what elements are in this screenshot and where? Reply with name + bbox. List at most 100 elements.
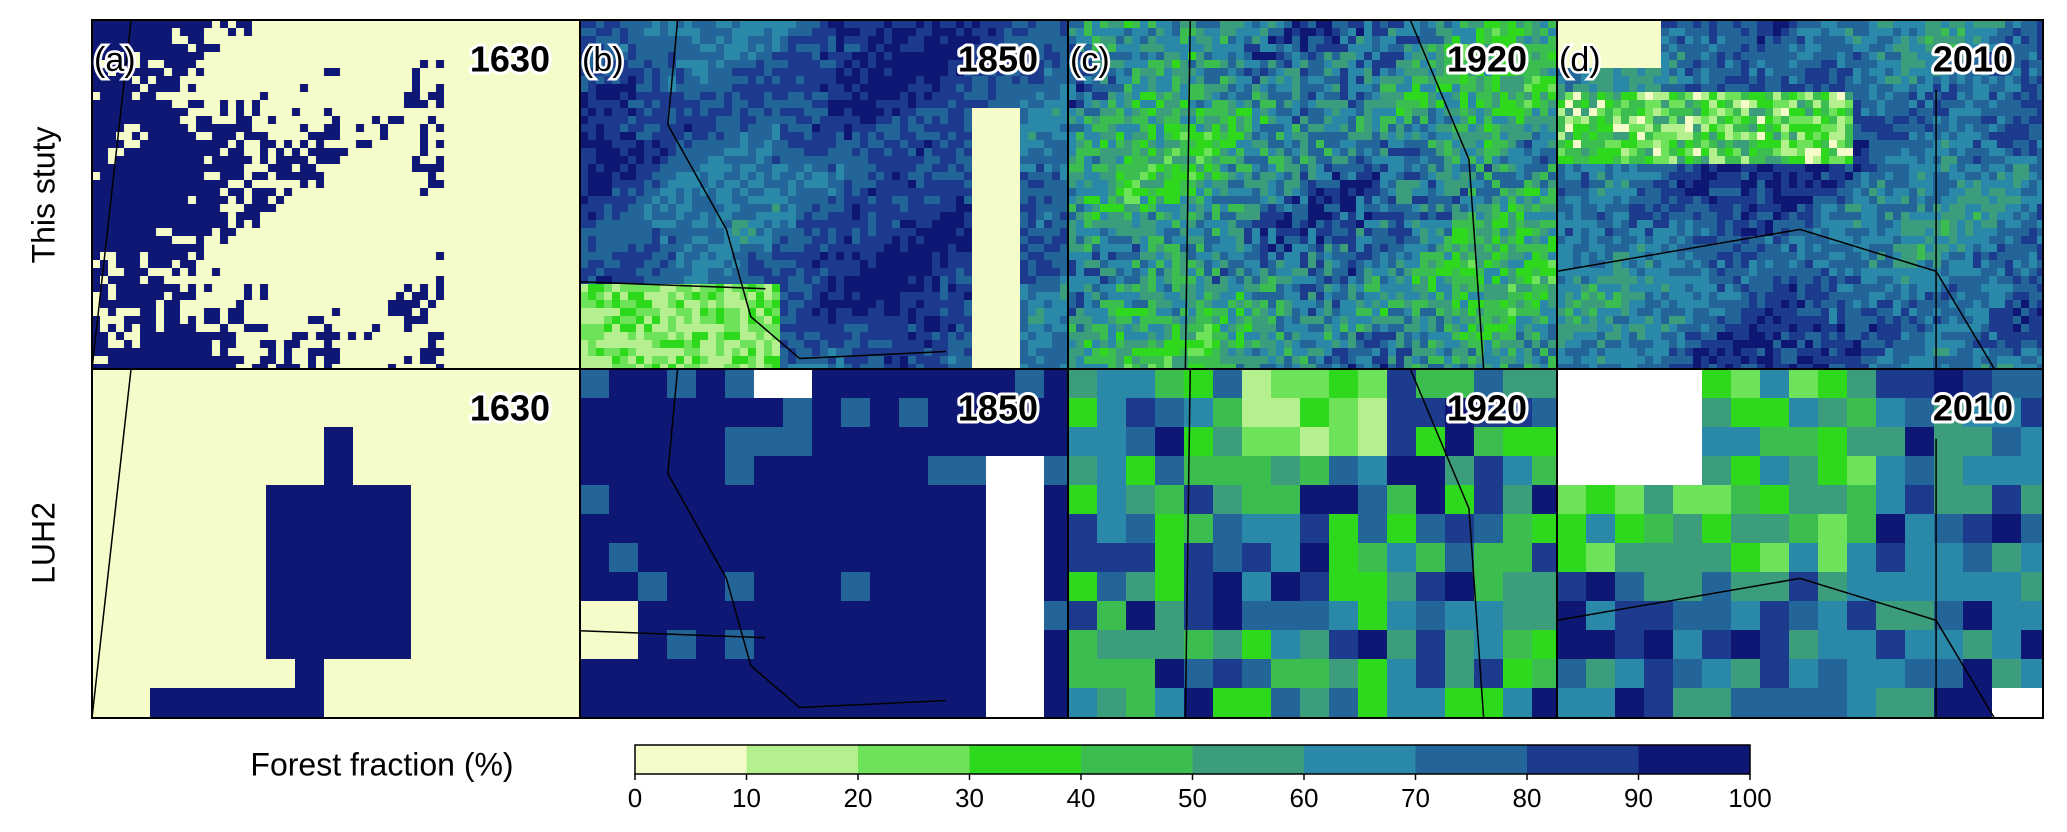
map-cell	[1044, 292, 1053, 301]
map-cell	[284, 148, 293, 157]
map-cell	[268, 316, 277, 325]
map-cell	[804, 252, 813, 261]
map-cell	[476, 28, 485, 37]
map-cell	[244, 244, 253, 253]
map-cell	[628, 252, 637, 261]
map-cell	[572, 52, 580, 61]
map-cell	[908, 28, 917, 37]
map-cell	[764, 148, 773, 157]
map-cell	[228, 276, 237, 285]
map-cell	[116, 364, 125, 369]
map-cell	[892, 124, 901, 133]
map-cell	[932, 236, 941, 245]
map-cell	[788, 100, 797, 109]
map-cell	[612, 124, 621, 133]
map-cell	[364, 28, 373, 37]
map-cell	[116, 148, 125, 157]
map-cell	[908, 260, 917, 269]
map-cell	[348, 236, 357, 245]
map-cell	[996, 60, 1005, 69]
map-cell	[964, 60, 973, 69]
map-cell	[732, 28, 741, 37]
map-cell	[620, 300, 629, 309]
map-cell	[92, 132, 101, 141]
map-cell	[652, 228, 661, 237]
map-cell	[812, 196, 821, 205]
map-cell	[356, 308, 365, 317]
map-cell	[636, 44, 645, 53]
map-cell	[884, 188, 893, 197]
map-cell	[796, 308, 805, 317]
map-cell	[1052, 212, 1061, 221]
map-cell	[484, 140, 493, 149]
map-cell	[148, 116, 157, 125]
map-cell	[1028, 212, 1037, 221]
map-cell	[764, 268, 773, 277]
map-cell	[1020, 36, 1029, 45]
map-cell	[652, 84, 661, 93]
map-cell	[524, 292, 533, 301]
map-cell	[604, 92, 613, 101]
map-cell	[484, 196, 493, 205]
map-cell	[900, 196, 909, 205]
map-cell	[188, 180, 197, 189]
map-cell	[772, 188, 781, 197]
map-cell	[260, 196, 269, 205]
map-cell	[644, 44, 653, 53]
map-cell	[812, 228, 821, 237]
map-cell	[316, 212, 325, 221]
map-cell	[636, 164, 645, 173]
map-cell	[324, 364, 333, 369]
map-cell	[732, 92, 741, 101]
map-cell	[492, 132, 501, 141]
map-cell	[556, 300, 565, 309]
map-cell	[356, 228, 365, 237]
map-cell	[660, 92, 669, 101]
map-cell	[684, 76, 693, 85]
map-cell	[532, 84, 541, 93]
map-cell	[420, 132, 429, 141]
map-cell	[508, 52, 517, 61]
map-cell	[300, 140, 309, 149]
map-cell	[364, 356, 373, 365]
map-cell	[396, 356, 405, 365]
map-cell	[572, 140, 580, 149]
map-cell	[196, 36, 205, 45]
map-cell	[140, 108, 149, 117]
map-cell	[460, 148, 469, 157]
map-cell	[764, 236, 773, 245]
map-cell	[204, 92, 213, 101]
map-cell	[116, 324, 125, 333]
map-cell	[380, 308, 389, 317]
map-cell	[228, 100, 237, 109]
map-cell	[884, 236, 893, 245]
map-cell	[412, 124, 421, 133]
map-cell	[188, 148, 197, 157]
map-cell	[940, 36, 949, 45]
map-cell	[748, 124, 757, 133]
map-cell	[844, 316, 853, 325]
map-cell	[316, 332, 325, 341]
map-cell	[156, 276, 165, 285]
map-cell	[516, 276, 525, 285]
map-cell	[404, 124, 413, 133]
map-cell	[156, 28, 165, 37]
map-cell	[948, 244, 957, 253]
map-cell	[308, 100, 317, 109]
map-cell	[668, 44, 677, 53]
map-cell	[468, 132, 477, 141]
map-cell	[836, 52, 845, 61]
map-cell	[236, 100, 245, 109]
map-cell	[692, 84, 701, 93]
map-cell	[612, 84, 621, 93]
map-cell	[708, 188, 717, 197]
map-cell	[820, 100, 829, 109]
map-cell	[588, 156, 597, 165]
map-cell	[988, 204, 997, 213]
map-cell	[756, 44, 765, 53]
map-cell	[132, 316, 141, 325]
map-cell	[364, 204, 373, 213]
map-cell	[132, 300, 141, 309]
map-cell	[676, 28, 685, 37]
map-cell	[844, 308, 853, 317]
